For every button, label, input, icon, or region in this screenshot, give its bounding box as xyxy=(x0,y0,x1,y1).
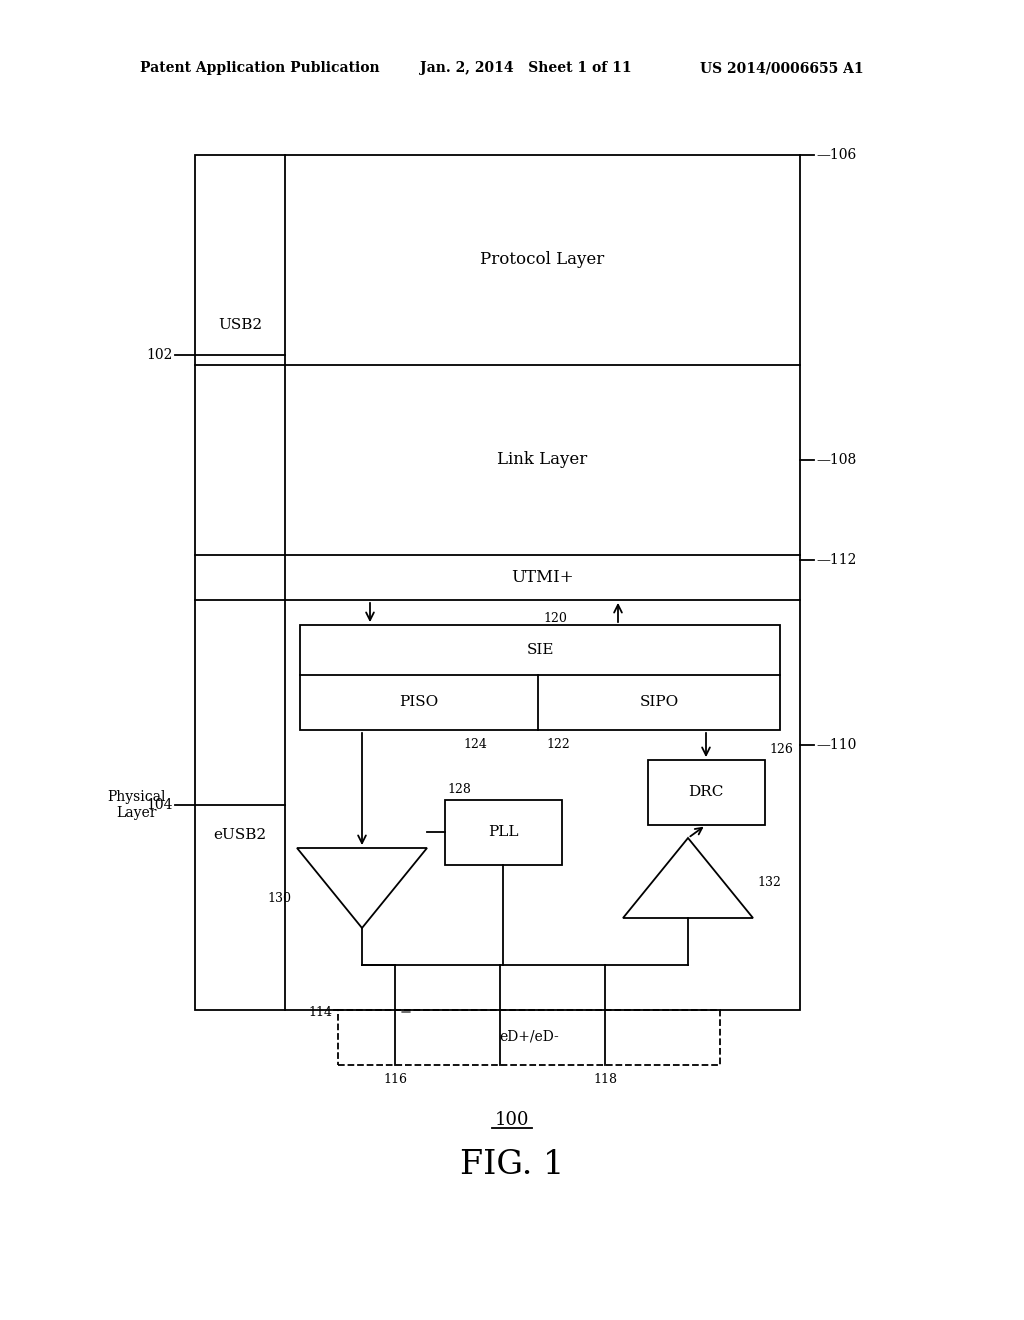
Text: DRC: DRC xyxy=(688,785,724,799)
Text: 128: 128 xyxy=(447,783,471,796)
Text: SIPO: SIPO xyxy=(639,696,679,709)
Text: eUSB2: eUSB2 xyxy=(213,828,266,842)
Text: 132: 132 xyxy=(757,876,781,890)
Text: Patent Application Publication: Patent Application Publication xyxy=(140,61,380,75)
Text: UTMI+: UTMI+ xyxy=(511,569,573,586)
Text: USB2: USB2 xyxy=(218,318,262,333)
Text: 104: 104 xyxy=(146,799,173,812)
Bar xyxy=(648,760,765,825)
Text: US 2014/0006655 A1: US 2014/0006655 A1 xyxy=(700,61,863,75)
Text: 130: 130 xyxy=(267,891,291,904)
Text: PISO: PISO xyxy=(399,696,438,709)
Text: 124: 124 xyxy=(463,738,486,751)
Text: 122: 122 xyxy=(546,738,569,751)
Text: 118: 118 xyxy=(593,1073,617,1086)
Bar xyxy=(300,624,780,730)
Bar xyxy=(195,154,800,1010)
Text: 120: 120 xyxy=(543,612,567,624)
Text: 100: 100 xyxy=(495,1111,529,1129)
Bar xyxy=(338,1010,720,1065)
Text: eD+/eD-: eD+/eD- xyxy=(499,1030,559,1044)
Text: SIE: SIE xyxy=(526,643,554,657)
Text: —112: —112 xyxy=(816,553,856,568)
Text: PLL: PLL xyxy=(487,825,518,840)
Text: Physical
Layer: Physical Layer xyxy=(108,789,166,820)
Text: FIG. 1: FIG. 1 xyxy=(460,1148,564,1181)
Text: Link Layer: Link Layer xyxy=(497,451,587,469)
Text: Protocol Layer: Protocol Layer xyxy=(480,252,604,268)
Text: 114: 114 xyxy=(308,1006,332,1019)
Text: —110: —110 xyxy=(816,738,856,752)
Text: Jan. 2, 2014   Sheet 1 of 11: Jan. 2, 2014 Sheet 1 of 11 xyxy=(420,61,632,75)
Text: 116: 116 xyxy=(383,1073,407,1086)
Text: 102: 102 xyxy=(146,348,173,362)
Text: 126: 126 xyxy=(769,743,793,756)
Text: —108: —108 xyxy=(816,453,856,467)
Bar xyxy=(445,800,562,865)
Text: —106: —106 xyxy=(816,148,856,162)
